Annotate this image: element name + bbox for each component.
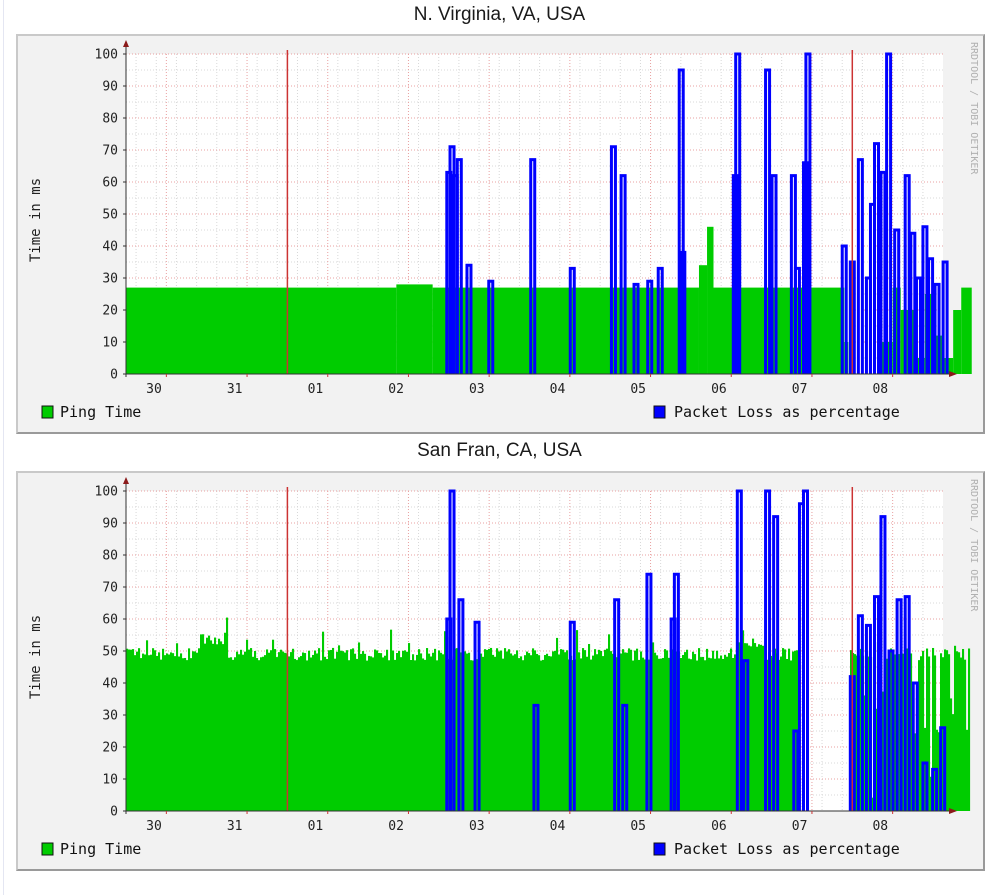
- legend-label-loss: Packet Loss as percentage: [674, 403, 900, 421]
- watermark: RRDTOOL / TOBI OETIKER: [968, 42, 979, 175]
- x-tick-label: 04: [550, 819, 566, 834]
- chart-panel-virginia: 0 10 20 30 40 50 60 70 80 90 100 30 31 01 02 03 04 05 06 07…: [16, 34, 985, 434]
- y-tick-label: 80: [102, 112, 118, 127]
- y-axis-label: Time in ms: [28, 178, 44, 262]
- y-tick-label: 90: [102, 517, 118, 532]
- y-tick-label: 0: [110, 805, 118, 820]
- legend-swatch-ping: [41, 842, 54, 856]
- packet-loss-series: [445, 489, 947, 811]
- y-tick-label: 80: [102, 549, 118, 564]
- y-tick-label: 50: [102, 645, 118, 660]
- chart-title-virginia: N. Virginia, VA, USA: [413, 4, 586, 25]
- x-axis-arrow-icon: [949, 808, 957, 814]
- x-tick-label: 31: [227, 382, 243, 397]
- x-tick-label: 03: [469, 819, 485, 834]
- x-tick-label: 08: [872, 382, 888, 397]
- chart-svg: 0 10 20 30 40 50 60 70 80 90 100 30 31 01 02 03 04 05 06 07…: [28, 40, 979, 421]
- y-axis-label: Time in ms: [28, 615, 44, 699]
- axes: [123, 477, 957, 814]
- y-axis-arrow-icon: [123, 40, 129, 47]
- x-tick-label: 30: [146, 382, 162, 397]
- legend-label-loss: Packet Loss as percentage: [674, 840, 900, 858]
- x-tick-label: 08: [872, 819, 888, 834]
- legend-packet-loss: Packet Loss as percentage: [653, 840, 900, 858]
- packet-loss-series: [445, 52, 949, 374]
- y-tick-label: 70: [102, 144, 118, 159]
- y-tick-label: 30: [102, 709, 118, 724]
- legend-swatch-loss: [653, 842, 666, 856]
- y-tick-label: 100: [95, 48, 118, 63]
- chart-panel-sanfran: 0 10 20 30 40 50 60 70 80 90 100 30 31 01 02 03 04 05 06 07…: [16, 471, 985, 871]
- x-tick-label: 05: [630, 819, 646, 834]
- y-tick-label: 20: [102, 741, 118, 756]
- y-tick-label: 0: [110, 368, 118, 383]
- legend-packet-loss: Packet Loss as percentage: [653, 403, 900, 421]
- legend-label-ping: Ping Time: [60, 840, 141, 858]
- x-tick-label: 03: [469, 382, 485, 397]
- y-tick-label: 60: [102, 613, 118, 628]
- y-tick-label: 30: [102, 272, 118, 287]
- ping-time-series: [126, 226, 972, 374]
- y-axis-arrow-icon: [123, 477, 129, 484]
- y-tick-label: 40: [102, 677, 118, 692]
- y-tick-label: 50: [102, 208, 118, 223]
- chart-title-sanfran: San Fran, CA, USA: [417, 440, 582, 461]
- legend-swatch-loss: [653, 405, 666, 419]
- y-tick-label: 40: [102, 240, 118, 255]
- chart-svg: 0 10 20 30 40 50 60 70 80 90 100 30 31 01 02 03 04 05 06 07…: [28, 477, 979, 858]
- legend-label-ping: Ping Time: [60, 403, 141, 421]
- y-tick-label: 60: [102, 176, 118, 191]
- x-tick-label: 06: [711, 382, 727, 397]
- y-tick-label: 20: [102, 304, 118, 319]
- page-left-rule: [3, 0, 4, 895]
- y-tick-label: 90: [102, 80, 118, 95]
- x-tick-label: 07: [792, 382, 808, 397]
- x-axis-arrow-icon: [949, 371, 957, 377]
- x-tick-label: 02: [388, 382, 404, 397]
- x-tick-label: 07: [792, 819, 808, 834]
- y-tick-label: 70: [102, 581, 118, 596]
- x-tick-label: 01: [308, 819, 324, 834]
- x-tick-label: 31: [227, 819, 243, 834]
- watermark: RRDTOOL / TOBI OETIKER: [968, 479, 979, 612]
- x-tick-label: 06: [711, 819, 727, 834]
- x-tick-label: 04: [550, 382, 566, 397]
- y-tick-label: 10: [102, 773, 118, 788]
- axes: [123, 40, 957, 377]
- legend-ping-time: Ping Time: [41, 403, 141, 421]
- x-tick-label: 02: [388, 819, 404, 834]
- y-tick-label: 10: [102, 336, 118, 351]
- x-tick-label: 01: [308, 382, 324, 397]
- legend-ping-time: Ping Time: [41, 840, 141, 858]
- x-tick-label: 05: [630, 382, 646, 397]
- x-tick-label: 30: [146, 819, 162, 834]
- y-tick-label: 100: [95, 485, 118, 500]
- legend-swatch-ping: [41, 405, 54, 419]
